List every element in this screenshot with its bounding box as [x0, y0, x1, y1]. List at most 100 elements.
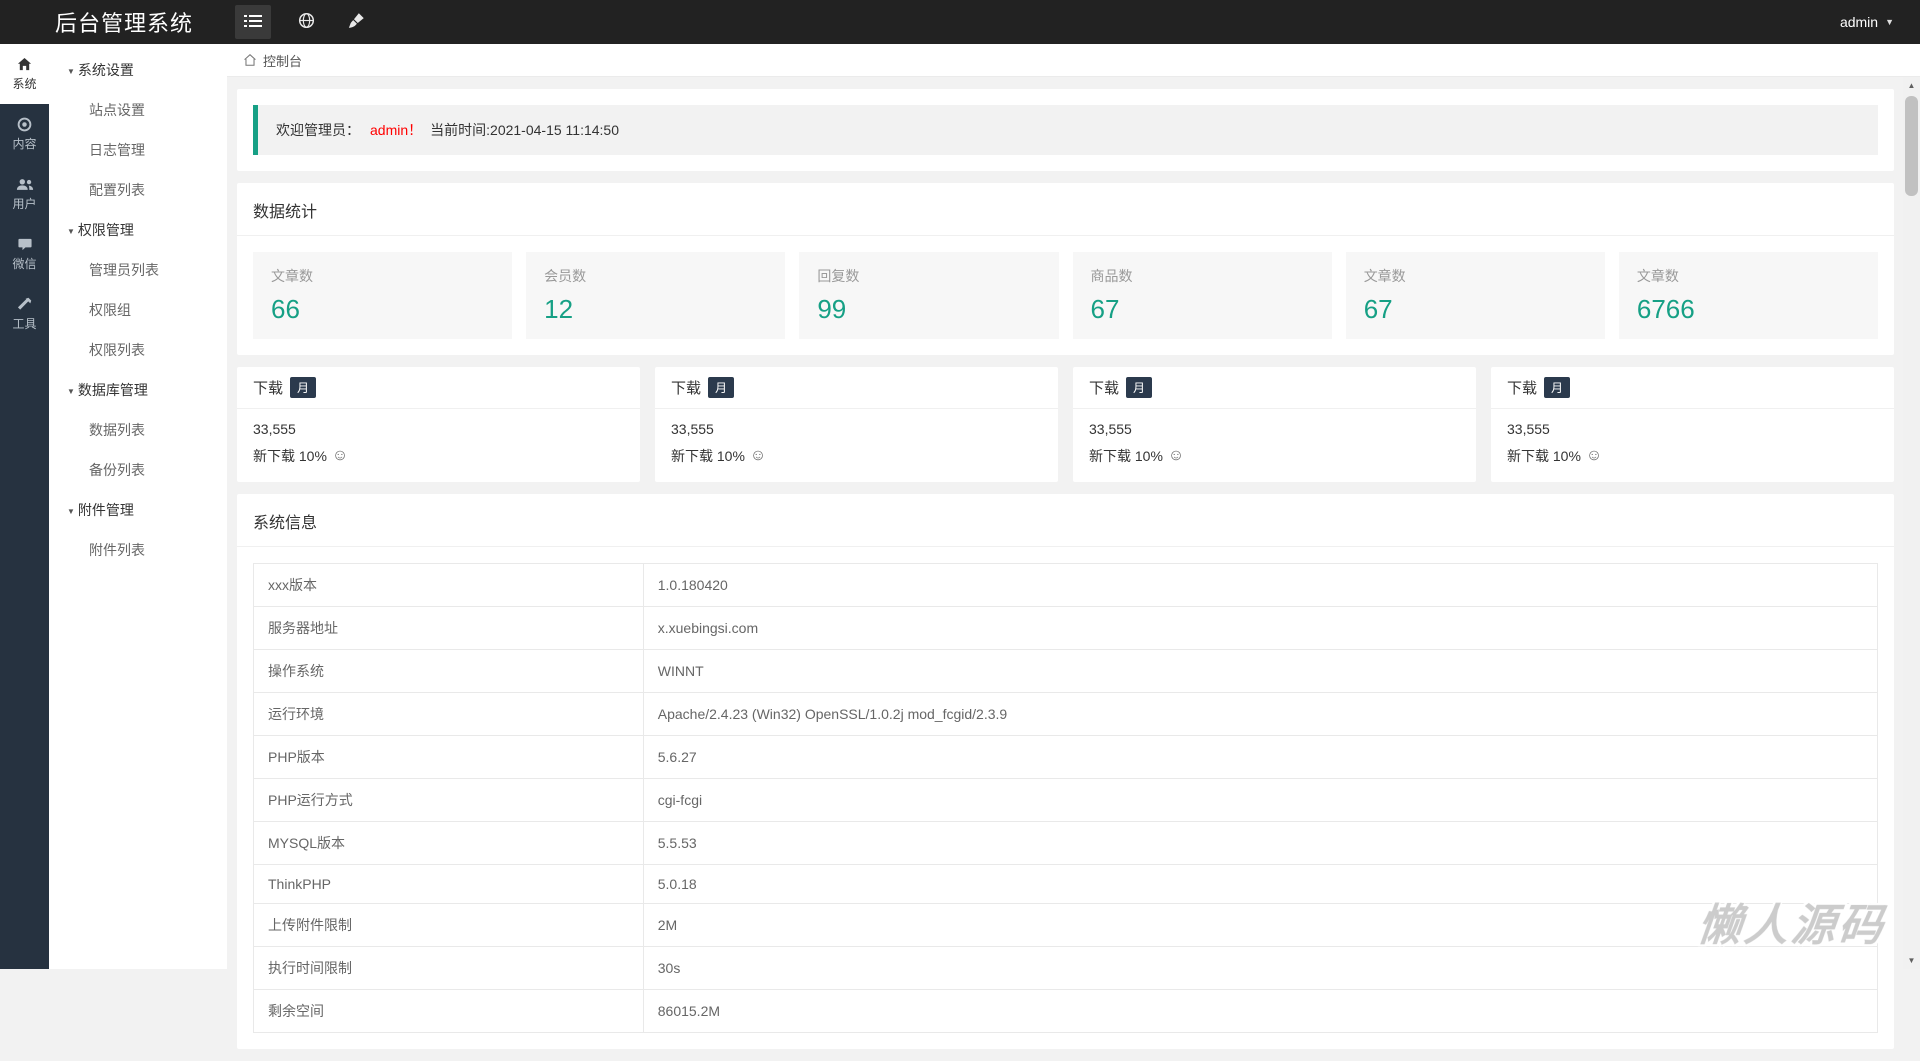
main-panel: 欢迎管理员： admin！ 当前时间:2021-04-15 11:14:50 数据统… [227, 77, 1920, 1049]
hammer-icon [17, 296, 32, 312]
sidebar-toggle-button[interactable] [235, 5, 271, 39]
download-value: 33,555 [1089, 421, 1460, 437]
globe-icon [298, 12, 315, 32]
download-title: 下载 [253, 377, 283, 398]
globe-button[interactable] [291, 5, 321, 39]
brush-icon [348, 12, 365, 32]
month-badge: 月 [1126, 377, 1152, 398]
caret-down-icon: ▼ [67, 227, 75, 236]
rail-item-content[interactable]: 内容 [0, 104, 49, 164]
menu-group-system-settings[interactable]: ▼系统设置 [49, 50, 227, 90]
download-value: 33,555 [253, 421, 624, 437]
menu-item-permission-group[interactable]: 权限组 [49, 290, 227, 330]
menu-item-site-settings[interactable]: 站点设置 [49, 90, 227, 130]
sysinfo-panel-title: 系统信息 [237, 494, 1894, 547]
welcome-time: 当前时间:2021-04-15 11:14:50 [430, 122, 619, 138]
stat-value: 6766 [1637, 294, 1860, 325]
smiley-icon: ☺ [332, 448, 348, 464]
sysinfo-key: 上传附件限制 [254, 904, 644, 947]
month-badge: 月 [1544, 377, 1570, 398]
sysinfo-value: 30s [643, 947, 1877, 990]
sysinfo-value: Apache/2.4.23 (Win32) OpenSSL/1.0.2j mod… [643, 693, 1877, 736]
menu-group-attachment-management[interactable]: ▼附件管理 [49, 490, 227, 530]
sysinfo-value: 86015.2M [643, 990, 1877, 1033]
menu-item-log-management[interactable]: 日志管理 [49, 130, 227, 170]
stat-value: 99 [817, 294, 1040, 325]
sysinfo-value: 5.0.18 [643, 865, 1877, 904]
download-card: 下载月 33,555 新下载 10%☺ [237, 367, 640, 482]
scroll-up-arrow[interactable]: ▲ [1903, 77, 1920, 94]
download-card: 下载月 33,555 新下载 10%☺ [1073, 367, 1476, 482]
sysinfo-key: xxx版本 [254, 564, 644, 607]
rail-item-tools[interactable]: 工具 [0, 284, 49, 344]
app-title: 后台管理系统 [0, 6, 227, 38]
user-dropdown[interactable]: admin ▼ [1840, 14, 1920, 30]
caret-down-icon: ▼ [67, 67, 75, 76]
stat-label: 文章数 [1364, 266, 1587, 286]
rail-item-label: 工具 [12, 315, 36, 332]
stats-panel-title: 数据统计 [237, 183, 1894, 236]
download-sub-label: 新下载 10% [253, 446, 327, 466]
menu-item-config-list[interactable]: 配置列表 [49, 170, 227, 210]
menu-group-database-management[interactable]: ▼数据库管理 [49, 370, 227, 410]
stat-card-products: 商品数 67 [1073, 252, 1332, 339]
content-area: 控制台 欢迎管理员： admin！ 当前时间:2021-04-15 11:14:50… [227, 44, 1920, 1061]
menu-item-permission-list[interactable]: 权限列表 [49, 330, 227, 370]
stat-label: 文章数 [1637, 266, 1860, 286]
menu-item-backup-list[interactable]: 备份列表 [49, 450, 227, 490]
download-cards-row: 下载月 33,555 新下载 10%☺ 下载月 33,555 新下载 10%☺ … [237, 367, 1894, 482]
rail-item-label: 微信 [12, 255, 36, 272]
menu-item-data-list[interactable]: 数据列表 [49, 410, 227, 450]
welcome-prefix: 欢迎管理员： [276, 122, 360, 138]
menu-group-label: 附件管理 [78, 502, 134, 518]
vertical-scrollbar[interactable]: ▲ ▼ [1903, 77, 1920, 969]
menu-item-admin-list[interactable]: 管理员列表 [49, 250, 227, 290]
sysinfo-value: 5.6.27 [643, 736, 1877, 779]
menu-group-label: 系统设置 [78, 62, 134, 78]
stat-card-articles: 文章数 66 [253, 252, 512, 339]
download-sub-label: 新下载 10% [1507, 446, 1581, 466]
rail-item-label: 用户 [12, 195, 36, 212]
stats-cards-row: 文章数 66 会员数 12 回复数 99 商品数 67 [253, 252, 1878, 339]
username: admin [1840, 14, 1878, 30]
icon-rail: 系统 内容 用户 微信 工具 [0, 44, 49, 969]
stat-value: 66 [271, 294, 494, 325]
chat-bubble-icon [17, 236, 33, 252]
breadcrumb-label[interactable]: 控制台 [263, 51, 302, 70]
users-icon [16, 176, 34, 192]
rail-item-system[interactable]: 系统 [0, 44, 49, 104]
sysinfo-key: 服务器地址 [254, 607, 644, 650]
welcome-panel: 欢迎管理员： admin！ 当前时间:2021-04-15 11:14:50 [237, 89, 1894, 171]
stat-value: 67 [1364, 294, 1587, 325]
stat-label: 回复数 [817, 266, 1040, 286]
welcome-banner: 欢迎管理员： admin！ 当前时间:2021-04-15 11:14:50 [253, 105, 1878, 155]
home-icon [243, 53, 257, 67]
top-navbar: 后台管理系统 admin ▼ [0, 0, 1920, 44]
stat-card-replies: 回复数 99 [799, 252, 1058, 339]
stat-card-articles-3: 文章数 6766 [1619, 252, 1878, 339]
menu-item-attachment-list[interactable]: 附件列表 [49, 530, 227, 570]
scroll-down-arrow[interactable]: ▼ [1903, 952, 1920, 969]
chevron-down-icon: ▼ [1885, 17, 1894, 27]
rail-item-wechat[interactable]: 微信 [0, 224, 49, 284]
menu-group-permission-management[interactable]: ▼权限管理 [49, 210, 227, 250]
caret-down-icon: ▼ [67, 507, 75, 516]
rail-item-user[interactable]: 用户 [0, 164, 49, 224]
scrollbar-thumb[interactable] [1905, 96, 1918, 196]
sysinfo-value: x.xuebingsi.com [643, 607, 1877, 650]
clear-cache-button[interactable] [341, 5, 371, 39]
welcome-username: admin！ [370, 122, 422, 138]
download-value: 33,555 [1507, 421, 1878, 437]
smiley-icon: ☺ [750, 448, 766, 464]
sidebar-menu: ▼系统设置 站点设置 日志管理 配置列表 ▼权限管理 管理员列表 权限组 权限列… [49, 44, 227, 969]
download-card: 下载月 33,555 新下载 10%☺ [655, 367, 1058, 482]
